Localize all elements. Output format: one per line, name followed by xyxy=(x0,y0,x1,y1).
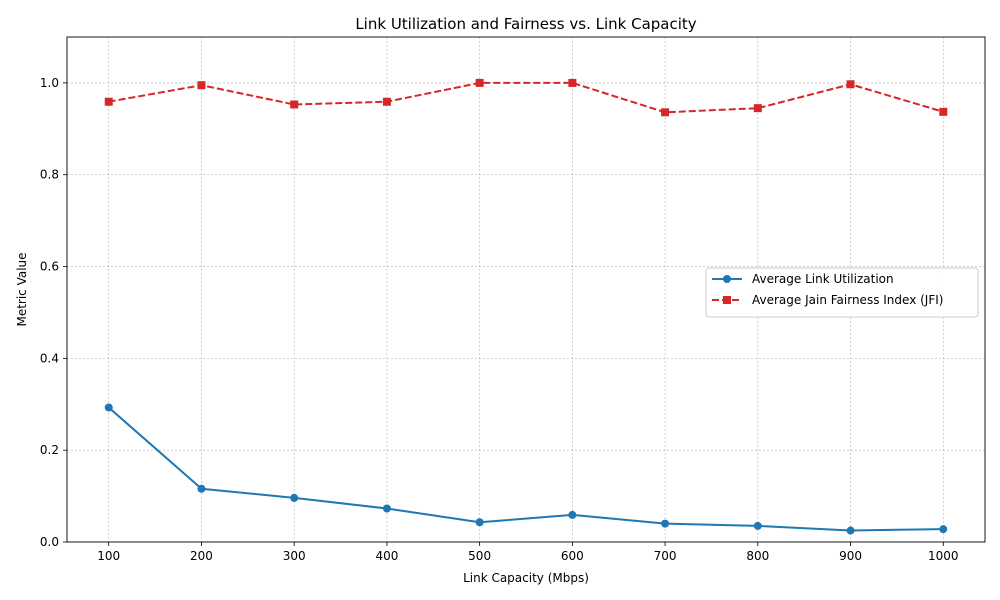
series-layer xyxy=(104,78,948,535)
x-tick-label: 700 xyxy=(654,549,677,563)
x-tick-label: 800 xyxy=(746,549,769,563)
y-tick-label: 1.0 xyxy=(40,76,59,90)
legend: Average Link Utilization Average Jain Fa… xyxy=(705,267,979,318)
series-line xyxy=(108,406,944,532)
data-point xyxy=(846,80,855,89)
plot-area xyxy=(66,36,986,543)
legend-frame xyxy=(705,267,979,318)
legend-marker-jfi xyxy=(723,296,731,304)
x-tick-label: 200 xyxy=(190,549,213,563)
y-tick-label: 0.4 xyxy=(40,351,59,365)
x-tick-label: 300 xyxy=(283,549,306,563)
x-tick-label: 500 xyxy=(468,549,491,563)
x-tick-label: 900 xyxy=(839,549,862,563)
series-line xyxy=(108,81,944,114)
chart-title: Link Utilization and Fairness vs. Link C… xyxy=(355,15,696,33)
data-point xyxy=(753,104,762,113)
data-point xyxy=(290,100,299,109)
data-point xyxy=(939,107,948,116)
data-point xyxy=(568,78,577,87)
data-point xyxy=(661,519,670,528)
data-point xyxy=(753,521,762,530)
data-point xyxy=(290,493,299,502)
y-tick-label: 0.2 xyxy=(40,443,59,457)
data-point xyxy=(661,108,670,117)
data-point xyxy=(568,510,577,519)
series-utilization xyxy=(104,403,948,535)
x-tick-label: 600 xyxy=(561,549,584,563)
data-point xyxy=(104,97,113,106)
y-tick-label: 0.8 xyxy=(40,168,59,182)
data-point xyxy=(382,97,391,106)
series-jfi xyxy=(104,78,948,117)
y-tick-label: 0.6 xyxy=(40,260,59,274)
legend-marker-utilization xyxy=(723,275,731,283)
x-tick-label: 100 xyxy=(97,549,120,563)
data-point xyxy=(475,78,484,87)
y-axis-title: Metric Value xyxy=(15,252,29,326)
x-tick-label: 1000 xyxy=(928,549,959,563)
y-axis: 0.0 0.2 0.4 0.6 0.8 1.0 xyxy=(40,76,67,549)
data-point xyxy=(475,518,484,527)
data-point xyxy=(382,504,391,513)
data-point xyxy=(104,403,113,412)
data-point xyxy=(197,81,206,90)
legend-label-jfi: Average Jain Fairness Index (JFI) xyxy=(752,293,943,307)
legend-label-utilization: Average Link Utilization xyxy=(752,272,894,286)
x-tick-label: 400 xyxy=(375,549,398,563)
data-point xyxy=(939,525,948,534)
y-tick-label: 0.0 xyxy=(40,535,59,549)
data-point xyxy=(197,484,206,493)
x-axis-title: Link Capacity (Mbps) xyxy=(463,571,589,585)
x-axis: 100 200 300 400 500 600 700 800 900 1000 xyxy=(97,542,959,563)
data-point xyxy=(846,526,855,535)
